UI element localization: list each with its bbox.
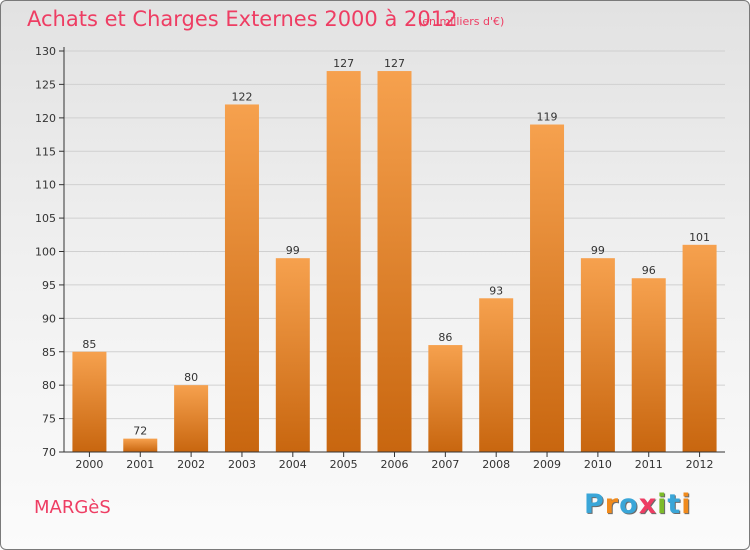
x-tick-label-2004: 2004	[279, 458, 307, 471]
chart-subtitle: (en milliers d'€)	[418, 15, 505, 28]
y-tick-label: 105	[35, 212, 56, 225]
data-label-2011: 96	[642, 264, 656, 277]
bar-2001	[123, 438, 158, 452]
x-tick-label-2001: 2001	[126, 458, 154, 471]
y-tick-label: 70	[42, 446, 56, 459]
bar-2011	[631, 278, 666, 452]
data-label-2012: 101	[689, 231, 710, 244]
x-tick-label-2006: 2006	[381, 458, 409, 471]
x-tick-label-2005: 2005	[330, 458, 358, 471]
data-label-2000: 85	[82, 338, 96, 351]
axis-layer: 70 75 80 85 90 95 100 105 110 115 120 125 130 2000 200…	[35, 45, 725, 471]
logo-letter: i	[657, 489, 668, 520]
logo-letter: x	[638, 489, 658, 520]
y-tick-label: 130	[35, 45, 56, 58]
x-tick-label-2010: 2010	[584, 458, 612, 471]
bar-2012	[682, 244, 717, 452]
logo-letter: i	[681, 489, 692, 520]
x-tick-label-2008: 2008	[482, 458, 510, 471]
data-label-2007: 86	[438, 331, 452, 344]
logo-letter: r	[604, 489, 620, 520]
data-label-2008: 93	[489, 284, 503, 297]
bar-2000	[72, 351, 107, 452]
bar-2010	[580, 258, 615, 452]
data-label-2004: 99	[286, 244, 300, 257]
data-label-2003: 122	[231, 90, 252, 103]
bar-2005	[326, 71, 361, 453]
x-tick-label-2003: 2003	[228, 458, 256, 471]
data-label-2001: 72	[133, 425, 147, 438]
bar-2002	[174, 385, 209, 452]
data-label-2010: 99	[591, 244, 605, 257]
x-tick-label-2000: 2000	[75, 458, 103, 471]
y-tick-label: 95	[42, 279, 56, 292]
y-tick-label: 80	[42, 379, 56, 392]
bar-2007	[428, 345, 463, 452]
y-tick-label: 110	[35, 179, 56, 192]
y-tick-label: 75	[42, 413, 56, 426]
data-label-2005: 127	[333, 57, 354, 70]
y-tick-label: 125	[35, 78, 56, 91]
bar-2004	[275, 258, 310, 452]
x-tick-label-2009: 2009	[533, 458, 561, 471]
x-tick-label-2011: 2011	[635, 458, 663, 471]
y-tick-label: 85	[42, 346, 56, 359]
y-tick-label: 120	[35, 112, 56, 125]
y-tick-label: 115	[35, 145, 56, 158]
bar-2008	[479, 298, 514, 452]
proxiti-logo[interactable]: Proxiti	[584, 489, 692, 520]
bar-layer: 85 72 80 122 99 127 127 86 93 119 99 96 101	[72, 57, 717, 453]
bar-2006	[377, 71, 412, 453]
data-label-2009: 119	[537, 111, 558, 124]
y-tick-label: 100	[35, 246, 56, 259]
bar-2003	[224, 104, 259, 452]
x-tick-label-2012: 2012	[686, 458, 714, 471]
y-tick-label: 90	[42, 312, 56, 325]
logo-letter: P	[584, 489, 605, 520]
chart-title: Achats et Charges Externes 2000 à 2012	[27, 7, 458, 31]
logo-letter: o	[619, 489, 639, 520]
data-label-2002: 80	[184, 371, 198, 384]
logo-letter: t	[667, 489, 682, 520]
x-tick-label-2002: 2002	[177, 458, 205, 471]
commune-name: MARGèS	[34, 497, 111, 518]
bar-2009	[530, 124, 565, 453]
data-label-2006: 127	[384, 57, 405, 70]
x-tick-label-2007: 2007	[431, 458, 459, 471]
